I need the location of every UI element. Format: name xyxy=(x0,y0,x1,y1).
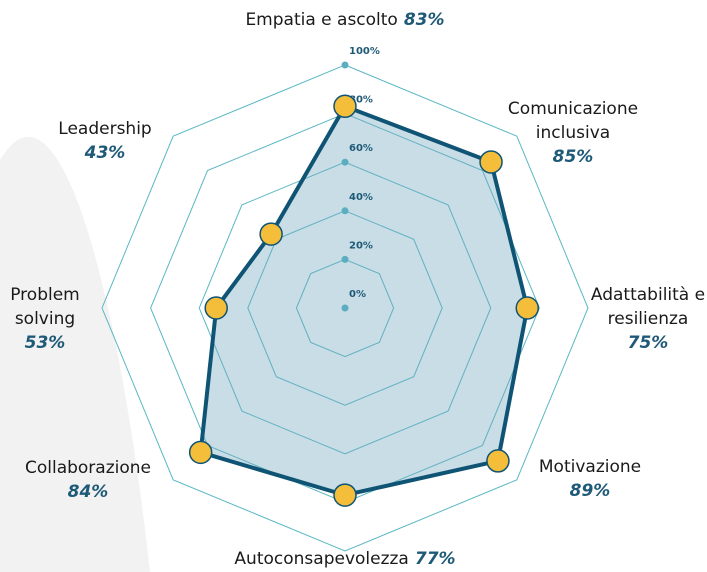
category-name: Problem solving xyxy=(10,285,80,329)
category-name: Adattabilità e resilienza xyxy=(590,285,706,329)
tick-dot xyxy=(341,255,349,263)
tick-label: 20% xyxy=(349,240,373,251)
category-label: Motivazione 89% xyxy=(515,455,665,503)
value-label: 83% xyxy=(403,10,445,30)
tick-label: 60% xyxy=(349,143,373,154)
value-label: 77% xyxy=(414,549,456,569)
tick-dot xyxy=(341,304,349,312)
marker xyxy=(486,449,510,473)
category-name: Empatia e ascolto xyxy=(245,10,398,30)
category-name: Motivazione xyxy=(538,457,642,477)
marker xyxy=(515,296,539,320)
tick-label: 40% xyxy=(349,192,373,203)
value-label: 75% xyxy=(627,333,669,353)
tick-label: 100% xyxy=(349,46,380,57)
category-name: Leadership xyxy=(58,119,152,139)
tick-label: 80% xyxy=(349,95,373,106)
data-area xyxy=(198,104,530,498)
tick-dot xyxy=(341,207,349,215)
value-label: 53% xyxy=(24,333,66,353)
value-label: 85% xyxy=(552,147,594,167)
category-name: Comunicazione inclusiva xyxy=(507,99,639,143)
category-label: Empatia e ascolto 83% xyxy=(135,8,555,32)
value-label: 43% xyxy=(84,143,126,163)
bg-shape xyxy=(0,136,150,572)
category-name: Collaborazione xyxy=(24,458,151,478)
tick-label: 0% xyxy=(349,289,366,300)
value-label: 84% xyxy=(67,482,109,502)
category-label: Comunicazione inclusiva 85% xyxy=(488,97,658,169)
category-label: Leadership 43% xyxy=(30,117,180,165)
grid-ring xyxy=(247,210,443,406)
marker xyxy=(259,222,283,246)
grid-ring xyxy=(198,161,492,455)
grid-ring xyxy=(295,258,395,358)
marker xyxy=(333,94,357,119)
tick-dot xyxy=(341,61,349,69)
bg xyxy=(0,0,170,150)
tick-dot xyxy=(341,158,349,166)
marker xyxy=(333,483,357,507)
category-label: Problem solving 53% xyxy=(0,283,90,355)
category-label: Autoconsapevolezza 77% xyxy=(135,547,555,571)
marker xyxy=(479,150,503,174)
grid-ring xyxy=(101,64,589,552)
value-label: 89% xyxy=(569,481,611,501)
category-label: Collaborazione 84% xyxy=(3,456,173,504)
category-name: Autoconsapevolezza xyxy=(234,549,409,569)
marker xyxy=(188,440,213,465)
marker xyxy=(204,296,228,320)
category-label: Adattabilità e resilienza 75% xyxy=(588,283,707,355)
